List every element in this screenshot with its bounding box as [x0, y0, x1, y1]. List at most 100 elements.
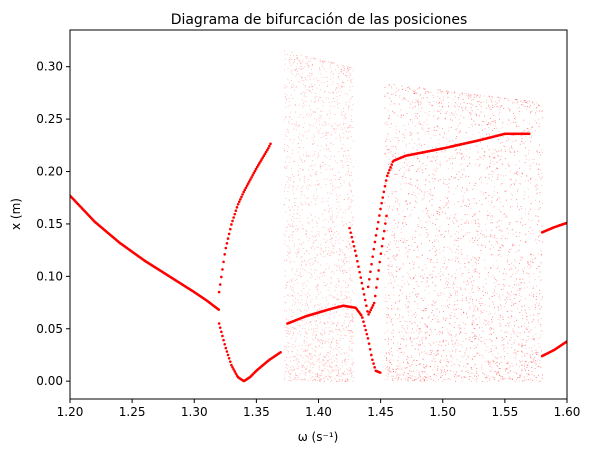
chaotic-point	[324, 356, 325, 358]
chaotic-point	[510, 193, 512, 195]
chaotic-point	[429, 261, 431, 263]
chaotic-point	[476, 230, 478, 232]
chaotic-point	[468, 356, 470, 358]
chaotic-point	[403, 97, 405, 99]
chaotic-point	[350, 225, 352, 227]
chaotic-point	[418, 266, 420, 268]
chaotic-point	[288, 223, 290, 225]
chaotic-point	[416, 314, 418, 316]
chaotic-point	[416, 113, 418, 115]
chaotic-point	[349, 125, 351, 126]
chaotic-point	[297, 164, 299, 166]
chaotic-point	[473, 327, 475, 329]
chaotic-point	[342, 65, 344, 67]
chaotic-point	[351, 121, 353, 122]
chaotic-point	[308, 169, 309, 171]
chaotic-point	[341, 82, 343, 84]
chaotic-point	[500, 201, 502, 203]
chaotic-point	[339, 248, 340, 250]
chaotic-point	[331, 238, 333, 239]
chaotic-point	[344, 360, 346, 362]
chaotic-point	[312, 195, 314, 197]
chaotic-point	[491, 153, 493, 155]
chaotic-point	[297, 151, 299, 153]
chaotic-point	[321, 306, 322, 308]
chaotic-point	[467, 316, 468, 318]
chaotic-point	[340, 90, 342, 92]
chaotic-point	[399, 314, 400, 316]
branch-point	[367, 313, 370, 316]
chaotic-point	[307, 260, 309, 262]
chaotic-point	[462, 366, 464, 367]
chaotic-point	[529, 356, 531, 358]
chaotic-point	[320, 115, 322, 117]
chaotic-point	[339, 237, 341, 239]
chaotic-point	[487, 95, 489, 97]
chaotic-point	[330, 231, 332, 233]
chaotic-point	[437, 240, 439, 242]
chaotic-point	[423, 345, 425, 347]
branch-point	[361, 287, 365, 291]
chaotic-point	[473, 94, 475, 95]
chaotic-point	[521, 172, 523, 174]
chaotic-point	[293, 213, 294, 215]
chaotic-point	[532, 101, 533, 103]
chaotic-point	[318, 152, 319, 154]
chaotic-point	[418, 138, 420, 140]
chaotic-point	[533, 254, 534, 256]
chaotic-point	[297, 324, 299, 326]
chaotic-point	[465, 222, 467, 224]
chaotic-point	[454, 363, 456, 365]
chaotic-point	[537, 352, 539, 354]
chaotic-point	[492, 215, 494, 217]
chaotic-point	[494, 127, 495, 129]
chaotic-point	[345, 307, 347, 309]
chaotic-point	[536, 193, 538, 195]
chaotic-point	[491, 215, 493, 217]
chaotic-point	[323, 365, 325, 367]
chaotic-point	[294, 160, 295, 162]
chaotic-point	[500, 255, 502, 257]
chaotic-point	[525, 241, 526, 243]
chaotic-point	[506, 363, 508, 365]
chaotic-point	[320, 378, 322, 380]
chaotic-point	[498, 139, 500, 141]
chaotic-point	[322, 370, 324, 372]
chaotic-point	[328, 255, 330, 257]
chaotic-point	[486, 292, 488, 294]
chaotic-point	[318, 369, 320, 371]
chaotic-point	[335, 284, 337, 286]
chaotic-point	[352, 224, 354, 226]
chaotic-point	[477, 101, 479, 103]
chaotic-point	[318, 117, 320, 119]
chaotic-point	[299, 324, 301, 326]
chaotic-point	[496, 267, 498, 269]
chaotic-point	[345, 358, 347, 360]
chaotic-point	[429, 189, 431, 191]
chaotic-point	[301, 65, 303, 67]
chaotic-point	[424, 184, 426, 186]
chaotic-point	[408, 357, 410, 359]
chaotic-point	[301, 204, 303, 206]
chaotic-point	[321, 369, 323, 371]
chaotic-point	[299, 249, 301, 251]
chaotic-point	[498, 220, 500, 222]
chaotic-point	[328, 211, 330, 213]
chaotic-point	[294, 59, 295, 60]
chaotic-point	[334, 264, 336, 266]
chaotic-point	[303, 83, 305, 85]
chaotic-point	[335, 297, 337, 299]
chaotic-point	[321, 297, 323, 299]
chaotic-point	[411, 245, 413, 247]
chaotic-point	[421, 298, 423, 299]
chaotic-point	[390, 339, 392, 341]
chaotic-point	[520, 104, 522, 105]
chaotic-point	[329, 359, 331, 361]
chaotic-point	[483, 101, 485, 103]
chaotic-point	[474, 363, 476, 365]
chaotic-point	[430, 365, 431, 367]
chaotic-point	[297, 292, 299, 294]
chaotic-point	[348, 154, 350, 156]
chaotic-point	[343, 118, 345, 120]
chaotic-point	[533, 104, 535, 105]
